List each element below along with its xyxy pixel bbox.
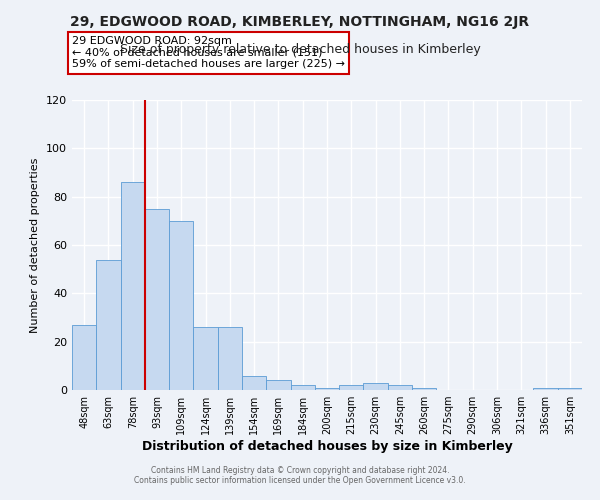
X-axis label: Distribution of detached houses by size in Kimberley: Distribution of detached houses by size … <box>142 440 512 453</box>
Bar <box>242 376 266 390</box>
Bar <box>339 385 364 390</box>
Bar <box>558 388 582 390</box>
Bar <box>290 385 315 390</box>
Bar <box>96 260 121 390</box>
Bar <box>169 221 193 390</box>
Text: 29, EDGWOOD ROAD, KIMBERLEY, NOTTINGHAM, NG16 2JR: 29, EDGWOOD ROAD, KIMBERLEY, NOTTINGHAM,… <box>70 15 530 29</box>
Text: Size of property relative to detached houses in Kimberley: Size of property relative to detached ho… <box>119 42 481 56</box>
Bar <box>388 385 412 390</box>
Bar <box>218 327 242 390</box>
Bar <box>193 327 218 390</box>
Bar <box>533 388 558 390</box>
Bar <box>266 380 290 390</box>
Text: Contains HM Land Registry data © Crown copyright and database right 2024.
Contai: Contains HM Land Registry data © Crown c… <box>134 466 466 485</box>
Bar <box>364 383 388 390</box>
Bar <box>315 388 339 390</box>
Y-axis label: Number of detached properties: Number of detached properties <box>31 158 40 332</box>
Text: 29 EDGWOOD ROAD: 92sqm
← 40% of detached houses are smaller (151)
59% of semi-de: 29 EDGWOOD ROAD: 92sqm ← 40% of detached… <box>72 36 345 70</box>
Bar <box>145 209 169 390</box>
Bar <box>412 388 436 390</box>
Bar <box>121 182 145 390</box>
Bar <box>72 325 96 390</box>
